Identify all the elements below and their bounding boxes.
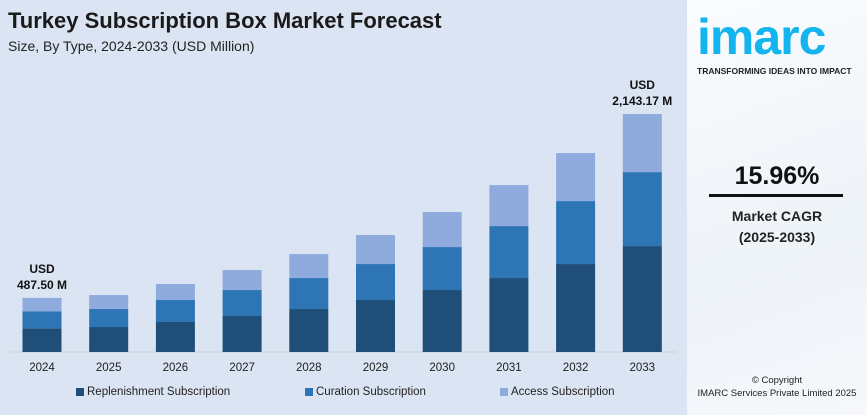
cagr-label-text: Market CAGR: [731, 208, 823, 224]
legend-swatch: [76, 388, 84, 396]
bar-segment-2031-2: [489, 185, 529, 227]
cagr-value: 15.96%: [734, 162, 820, 190]
bar-segment-2024-0: [22, 328, 62, 352]
bar-segment-2030-1: [422, 247, 462, 291]
bar-segment-2032-2: [556, 153, 596, 202]
bar-segment-2024-2: [22, 297, 62, 312]
bar-segment-2027-1: [222, 290, 262, 317]
copyright: © Copyright IMARC Services Private Limite…: [687, 374, 867, 400]
bar-segment-2026-2: [155, 284, 195, 301]
bar-segment-2032-0: [556, 264, 596, 352]
x-tick-label: 2025: [96, 362, 122, 374]
bar-segment-2026-0: [155, 322, 195, 352]
divider: [709, 194, 843, 197]
bar-segment-2024-1: [22, 311, 62, 329]
bar-segment-2025-1: [89, 309, 129, 328]
bar-segment-2025-2: [89, 295, 129, 310]
x-tick-label: 2033: [630, 362, 656, 374]
data-label: 487.50 M: [17, 278, 67, 292]
legend-label: Access Subscription: [511, 386, 615, 398]
bar-segment-2033-0: [622, 246, 662, 352]
bar-segment-2026-1: [155, 300, 195, 323]
x-tick-label: 2030: [429, 362, 455, 374]
legend-item-access: Access Subscription: [500, 386, 615, 398]
brand-tagline: TRANSFORMING IDEAS INTO IMPACT: [697, 66, 852, 76]
bar-segment-2031-0: [489, 278, 529, 352]
imarc-logo: imarc: [697, 9, 826, 65]
bar-segment-2033-2: [622, 114, 662, 173]
legend-label: Replenishment Subscription: [87, 386, 231, 398]
x-tick-label: 2024: [29, 362, 55, 374]
x-tick-label: 2031: [496, 362, 522, 374]
x-tick-label: 2032: [563, 362, 589, 374]
legend-swatch: [305, 388, 313, 396]
x-tick-label: 2027: [229, 362, 255, 374]
bar-segment-2027-0: [222, 316, 262, 352]
bar-segment-2027-2: [222, 270, 262, 291]
copyright-line2: IMARC Services Private Limited 2025: [697, 388, 857, 399]
data-label: USD: [630, 78, 656, 92]
bar-segment-2032-1: [556, 201, 596, 265]
bar-segment-2030-0: [422, 290, 462, 352]
cagr-period: (2025-2033): [738, 229, 816, 245]
legend-item-replenishment: Replenishment Subscription: [76, 386, 230, 398]
bar-segment-2033-1: [622, 172, 662, 247]
bar-segment-2029-0: [356, 300, 395, 352]
info-panel: imarc TRANSFORMING IDEAS INTO IMPACT 15.…: [687, 0, 867, 415]
legend-swatch: [500, 388, 508, 396]
bar-segment-2030-2: [422, 212, 462, 248]
data-label: USD: [29, 262, 55, 276]
bar-segment-2029-2: [356, 235, 395, 265]
x-tick-label: 2026: [163, 362, 189, 374]
bar-chart: 2024 USD 487.50 M 2025 2026 2027 2028 2029 2030 2…: [10, 78, 676, 374]
bar-segment-2028-1: [289, 278, 329, 310]
bar-segment-2028-0: [289, 309, 329, 352]
bar-segment-2025-0: [89, 327, 129, 352]
bar-segment-2029-1: [356, 264, 395, 301]
legend-item-curation: Curation Subscription: [305, 386, 426, 398]
chart-subtitle: Size, By Type, 2024-2033 (USD Million): [8, 38, 255, 54]
x-tick-label: 2028: [296, 362, 322, 374]
x-tick-label: 2029: [363, 362, 389, 374]
chart-title: Turkey Subscription Box Market Forecast: [8, 8, 442, 33]
copyright-line1: © Copyright: [751, 375, 803, 386]
bar-segment-2031-1: [489, 226, 529, 279]
bar-segment-2028-2: [289, 254, 329, 279]
data-label: 2,143.17 M: [612, 94, 672, 108]
legend-label: Curation Subscription: [316, 386, 426, 398]
cagr-label: Market CAGR (2025-2033): [687, 206, 867, 248]
